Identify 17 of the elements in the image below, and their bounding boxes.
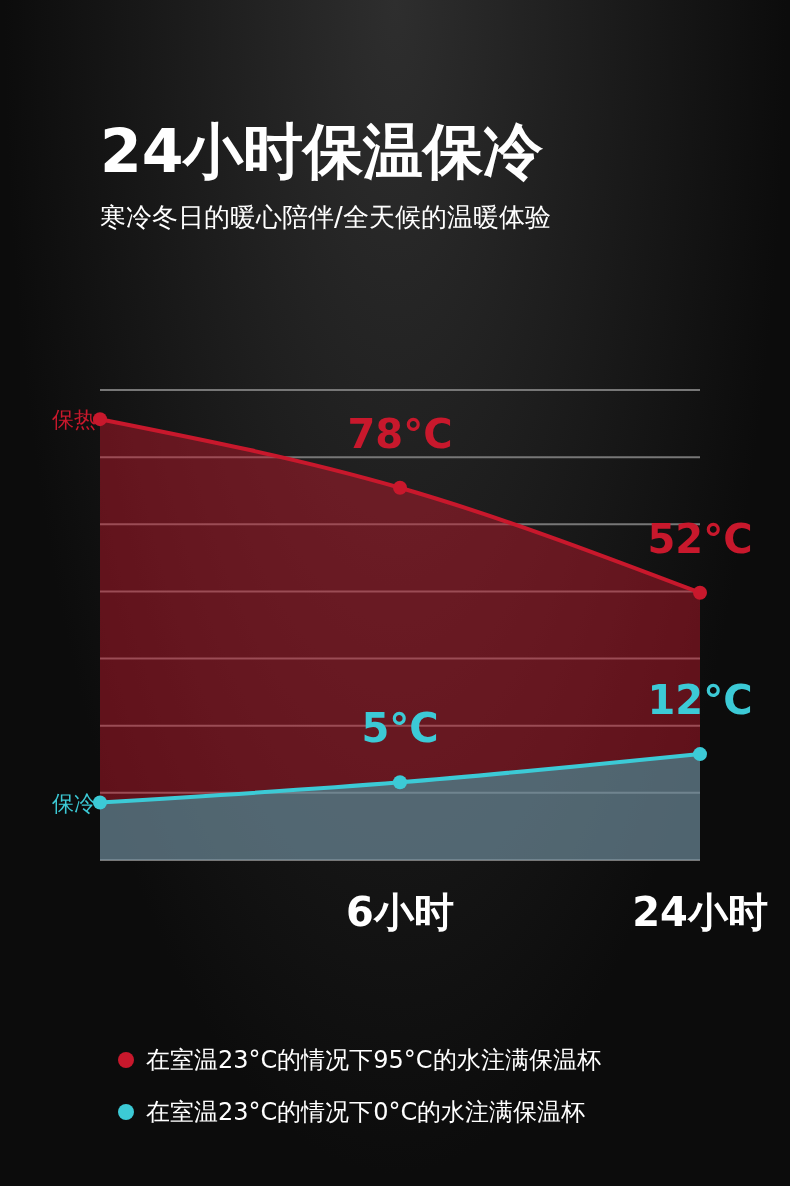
data-label: 78°C — [347, 410, 453, 457]
chart-title: 24小时保温保冷 — [100, 115, 544, 188]
point — [393, 480, 407, 495]
series-label: 保热 — [52, 407, 96, 433]
data-label: 5°C — [361, 705, 439, 752]
point — [693, 585, 707, 600]
series-label: 保冷 — [52, 790, 96, 816]
text: 在室温23°C的情况下0°C的水注满保温杯 — [146, 1097, 586, 1128]
x-tick-label: 6小时 — [346, 889, 454, 936]
data-label: 12°C — [647, 677, 753, 724]
point — [393, 775, 407, 790]
chart-subtitle: 寒冷冬日的暖心陪伴/全天候的温暖体验 — [100, 201, 551, 234]
x-tick-label: 24小时 — [632, 889, 768, 936]
point — [693, 747, 707, 762]
data-label: 52°C — [647, 515, 753, 562]
point — [93, 795, 107, 810]
text: 在室温23°C的情况下95°C的水注满保温杯 — [146, 1045, 601, 1076]
